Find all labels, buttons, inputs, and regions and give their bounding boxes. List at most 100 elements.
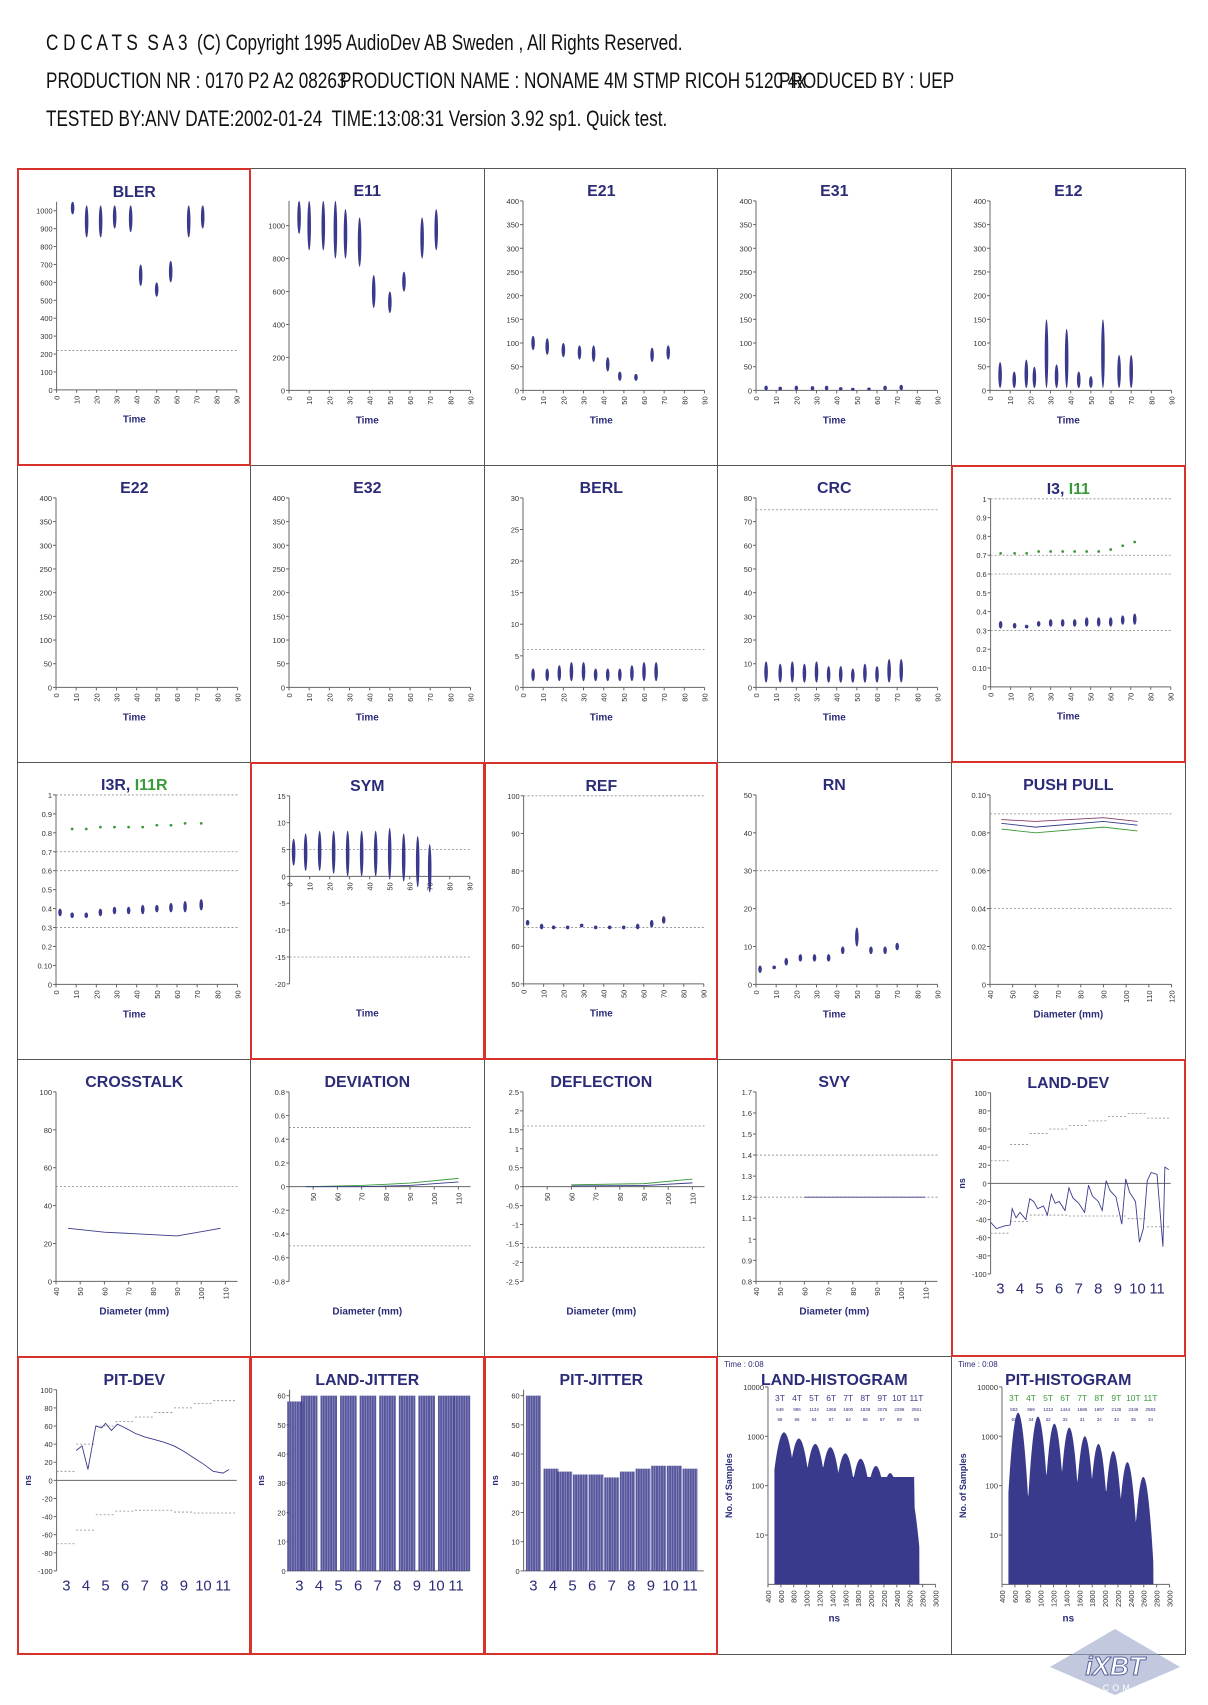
y-tick-label: 100 [39,1088,51,1097]
chart-panel-bler: BLER 0 100 200 300 400 500 600 700 800 900 1000 0 10 2… [16,167,252,466]
header-copyright: C D C A T S S A 3 (C) Copyright 1995 Aud… [46,30,683,55]
data-spike [607,925,612,930]
x-category-label: 10 [195,1579,212,1595]
x-axis-label: Time [356,415,380,426]
x-tick-label: 50 [1087,396,1096,404]
x-tick-label: 10 [772,990,781,998]
x-tick-label: 90 [700,693,709,701]
chart-title-main: DEFLECTION [550,1074,652,1091]
y-tick-label: -80 [976,1252,987,1261]
data-spike [617,370,622,381]
data-point [154,823,158,827]
y-tick-label: 20 [744,904,752,913]
y-tick-label: 0.4 [275,1135,285,1144]
histogram-jitter: 64 [812,1417,817,1422]
data-line [1001,826,1138,834]
y-tick-label: -1.5 [506,1240,519,1249]
y-tick-label: 0 [48,1477,52,1486]
y-tick-label: 400 [973,196,985,205]
y-tick-label: 40 [978,1143,986,1152]
x-tick-label: 80 [1077,990,1086,998]
y-axis-label: No. of Samples [958,1454,968,1519]
chart-svg: E11 0 200 400 600 800 1000 0 10 20 30 40 50 60 70 80 90 T… [268,182,475,426]
x-tick-label: 70 [124,1287,133,1295]
x-axis-label: Time [589,712,613,723]
y-axis-label: No. of Samples [724,1454,734,1519]
y-tick-label: 0.9 [742,1256,752,1265]
chart-svg: E31 0 50 100 150 200 250 300 350 400 0 10 20 30 40 50 60… [740,182,943,426]
x-tick-label: 70 [660,693,669,701]
chart-svg: I3R, I11R00.100.20.30.40.50.60.70.80.910… [37,777,242,1020]
histogram-position: 1134 [810,1407,820,1412]
x-category-label: 6 [354,1579,362,1595]
y-tick-label: 400 [40,314,52,323]
histogram-position: 959 [1027,1407,1035,1412]
histogram-jitter: 31 [1080,1417,1085,1422]
y-tick-label: 90 [511,829,519,838]
chart-title-main: LAND-JITTER [316,1372,420,1389]
data-spike [764,661,769,683]
data-spike [297,200,301,234]
y-tick-label: 0 [515,1567,519,1576]
x-axis-label: Time [590,1008,613,1019]
data-spike [1012,370,1016,388]
data-spike [168,260,172,282]
data-spike [138,263,142,286]
x-tick-label: 90 [640,1193,649,1201]
data-spike [1088,375,1093,388]
chart-title-main: PUSH PULL [1023,777,1114,794]
data-spike [895,942,900,951]
y-tick-label: 10 [744,942,752,951]
x-tick-label: 10 [305,396,314,404]
chart-panel-berl: BERL 0 5 10 15 20 25 30 0 10 20 30 40 50 60 70 80 90 Time [483,464,719,763]
x-tick-label: 40 [833,990,842,998]
x-tick-label: 20 [559,990,568,998]
x-axis-label: Time [823,415,847,426]
y-tick-label: 20 [978,1161,986,1170]
x-tick-label: 1400 [1062,1591,1071,1608]
x-tick-label: 30 [346,396,355,404]
y-tick-label: -60 [41,1531,52,1540]
x-tick-label: 90 [406,1193,415,1201]
x-tick-label: 20 [559,396,568,404]
y-tick-label: 10 [511,1538,519,1547]
data-point [1121,544,1124,547]
chart-title: E31 [820,182,848,199]
data-spike [1012,622,1017,629]
y-tick-label: 300 [506,244,518,253]
chart-title: DEVIATION [325,1074,411,1091]
y-tick-label: 0 [282,872,286,881]
data-spike [1036,620,1041,627]
x-tick-label: 20 [326,882,335,890]
chart-title-main: SVY [819,1074,851,1091]
y-tick-label: 10 [510,620,518,629]
y-tick-label: 0.3 [41,923,51,932]
y-tick-label: 900 [40,224,52,233]
x-tick-label: 0 [285,693,294,697]
data-point [112,825,116,829]
y-tick-label: 60 [277,1392,285,1401]
x-tick-label: 3000 [1165,1591,1174,1608]
data-spike [569,661,573,681]
y-tick-label: 100 [39,636,51,645]
data-line [1001,820,1138,828]
x-axis-label: Diameter (mm) [1033,1009,1103,1020]
data-spike [1048,618,1053,627]
y-tick-label: 60 [511,1392,519,1401]
histogram-label: 4T [792,1393,802,1403]
data-point [98,825,102,829]
chart-title: E22 [120,480,148,497]
data-spike [140,904,145,915]
y-tick-label: 0.6 [976,570,986,579]
y-tick-label: 0 [982,1179,986,1188]
y-tick-label: 300 [973,244,985,253]
chart-panel-e32: E32 0 50 100 150 200 250 300 350 400 0 10 20 30 40 50 60… [250,464,485,763]
y-tick-label: 350 [39,517,51,526]
y-tick-label: 1 [47,791,51,800]
data-spike [373,830,378,877]
x-tick-label: 2200 [1114,1591,1123,1608]
y-tick-label: 1.6 [742,1109,752,1118]
data-spike [307,200,312,250]
data-spike [827,953,831,962]
header-production-nr: PRODUCTION NR : 0170 P2 A2 08263 [46,68,347,93]
